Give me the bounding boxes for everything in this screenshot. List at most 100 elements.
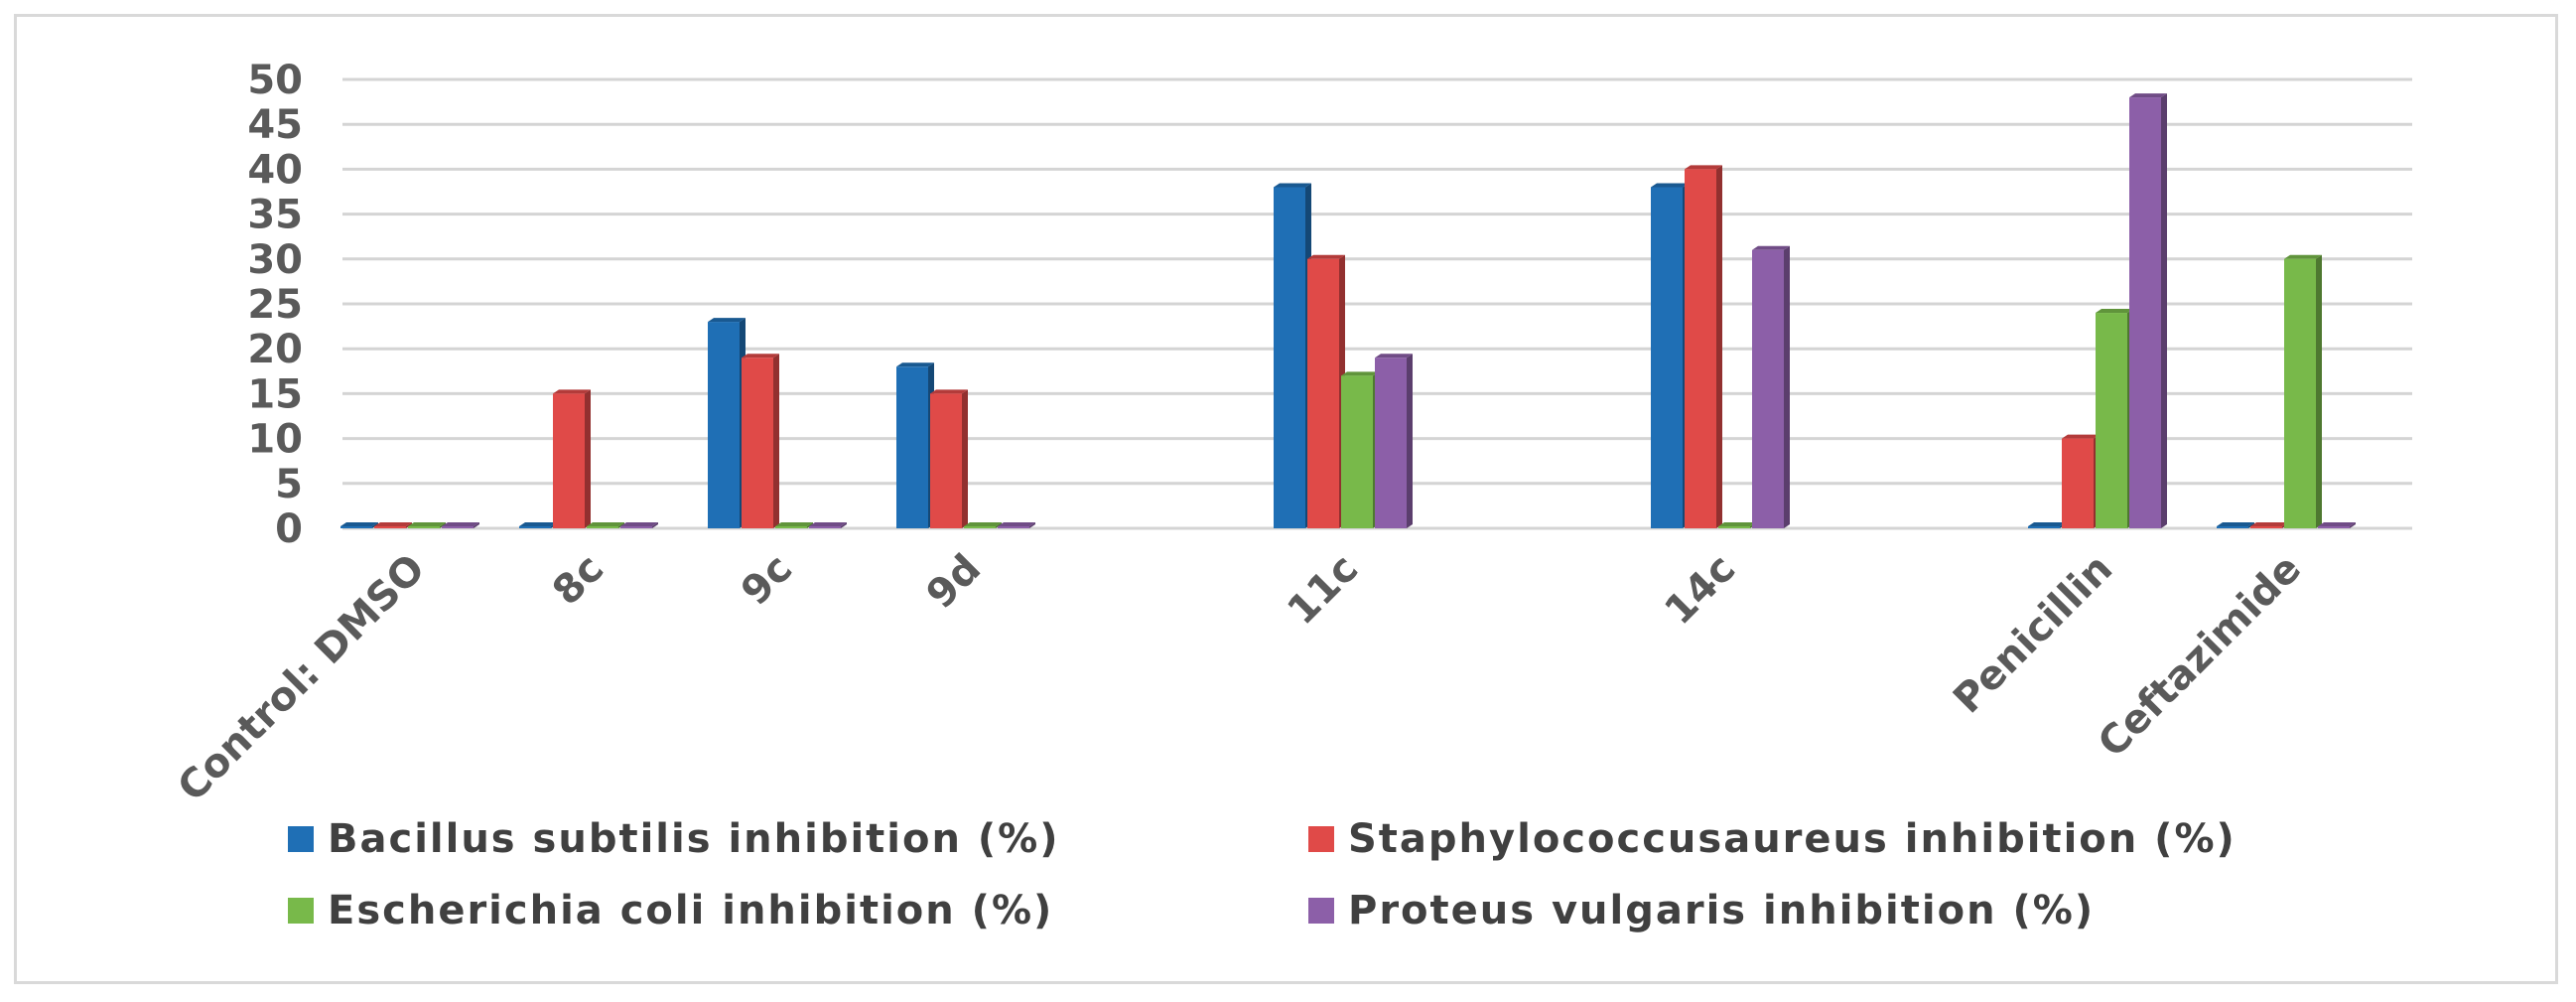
bar-side	[1784, 245, 1790, 528]
bar-front	[1752, 249, 1784, 528]
bar-front	[408, 526, 440, 528]
bar-front	[2062, 438, 2094, 528]
bar	[553, 389, 591, 528]
bar-front	[1307, 258, 1339, 528]
bar-top	[519, 522, 557, 526]
bar-front	[998, 526, 1029, 528]
legend-item: Escherichia coli inhibition (%)	[288, 888, 1053, 933]
legend-item: Staphylococcusaureus inhibition (%)	[1308, 816, 2235, 862]
bar-top	[2250, 522, 2288, 526]
bar-side	[1716, 165, 1722, 528]
y-tick-label: 15	[247, 371, 303, 417]
legend-label: Escherichia coli inhibition (%)	[328, 888, 1053, 933]
bar-top	[930, 389, 968, 394]
bar-front	[340, 526, 372, 528]
bar-top	[1718, 522, 1756, 526]
bar	[340, 522, 378, 528]
bar-front	[374, 526, 406, 528]
bar-top	[553, 389, 591, 394]
y-tick-label: 50	[247, 58, 303, 103]
bar-top	[408, 522, 446, 526]
bar	[809, 522, 847, 528]
bar-top	[775, 522, 813, 526]
bar-top	[809, 522, 847, 526]
bar-side	[1407, 354, 1413, 528]
legend: Bacillus subtilis inhibition (%) Staphylo…	[288, 816, 2235, 933]
bar	[1752, 245, 1790, 528]
bar	[1307, 254, 1345, 528]
bar-top	[964, 522, 1002, 526]
bar	[374, 522, 412, 528]
bar-front	[1718, 526, 1750, 528]
bar-front	[930, 393, 962, 528]
bar-top	[2062, 434, 2100, 439]
bar-top	[2284, 254, 2322, 259]
bar-front	[775, 526, 807, 528]
bar-front	[2028, 526, 2060, 528]
bar-top	[1274, 183, 1311, 188]
y-tick-label: 35	[247, 193, 303, 238]
bar-side	[996, 522, 1002, 528]
bar	[998, 522, 1035, 528]
bar-side	[618, 522, 624, 528]
bar-top	[1341, 371, 1379, 376]
legend-swatch	[1308, 826, 1334, 852]
bar	[1685, 165, 1722, 528]
bar-side	[474, 522, 479, 528]
bar-side	[440, 522, 446, 528]
bar	[2217, 522, 2254, 528]
bar-front	[2318, 526, 2350, 528]
y-tick-label: 10	[247, 417, 303, 463]
legend-item: Proteus vulgaris inhibition (%)	[1308, 888, 2093, 933]
x-tick-label: 8c	[544, 546, 612, 615]
bar-front	[553, 393, 585, 528]
legend-swatch	[1308, 898, 1334, 924]
bar	[742, 354, 779, 528]
y-tick-label: 30	[247, 237, 303, 283]
bar-top	[1307, 254, 1345, 259]
bar-top	[742, 354, 779, 358]
bar	[519, 522, 557, 528]
bar-front	[1685, 169, 1716, 528]
bar-front	[2284, 258, 2316, 528]
bar-top	[1651, 183, 1689, 188]
x-tick-label: 9d	[918, 546, 990, 618]
bar-top	[1375, 354, 1413, 358]
y-tick-label: 25	[247, 282, 303, 328]
bar-side	[652, 522, 658, 528]
bar-top	[442, 522, 479, 526]
bar-top	[587, 522, 624, 526]
bar-front	[2129, 97, 2161, 528]
x-axis: Control: DMSO 8c 9c 9d 11c 14c PenicillinCefta…	[169, 546, 2310, 811]
x-tick-label: Penicillin	[1945, 546, 2121, 723]
x-tick-label: Ceftazimide	[2090, 546, 2310, 767]
bar-side	[773, 354, 779, 528]
bar-top	[2318, 522, 2356, 526]
bar-front	[1274, 187, 1305, 529]
bar-side	[2161, 93, 2167, 528]
bar	[1341, 371, 1379, 528]
y-tick-label: 5	[275, 462, 303, 507]
y-tick-label: 0	[275, 506, 303, 552]
bar-front	[2096, 313, 2127, 528]
bar-top	[1685, 165, 1722, 170]
bar	[1651, 183, 1689, 529]
bar	[708, 318, 746, 528]
bar-front	[1375, 358, 1407, 528]
bar-side	[372, 522, 378, 528]
legend-label: Bacillus subtilis inhibition (%)	[328, 816, 1060, 862]
bar-side	[807, 522, 813, 528]
bar	[964, 522, 1002, 528]
x-tick-label: 11c	[1279, 546, 1367, 635]
bar-top	[1752, 245, 1790, 250]
x-tick-label: Control: DMSO	[169, 546, 434, 811]
bar-top	[620, 522, 658, 526]
bar-side	[585, 389, 591, 528]
bar-side	[406, 522, 412, 528]
bar	[442, 522, 479, 528]
y-tick-label: 40	[247, 147, 303, 193]
bar	[2318, 522, 2356, 528]
bar-front	[896, 366, 928, 528]
